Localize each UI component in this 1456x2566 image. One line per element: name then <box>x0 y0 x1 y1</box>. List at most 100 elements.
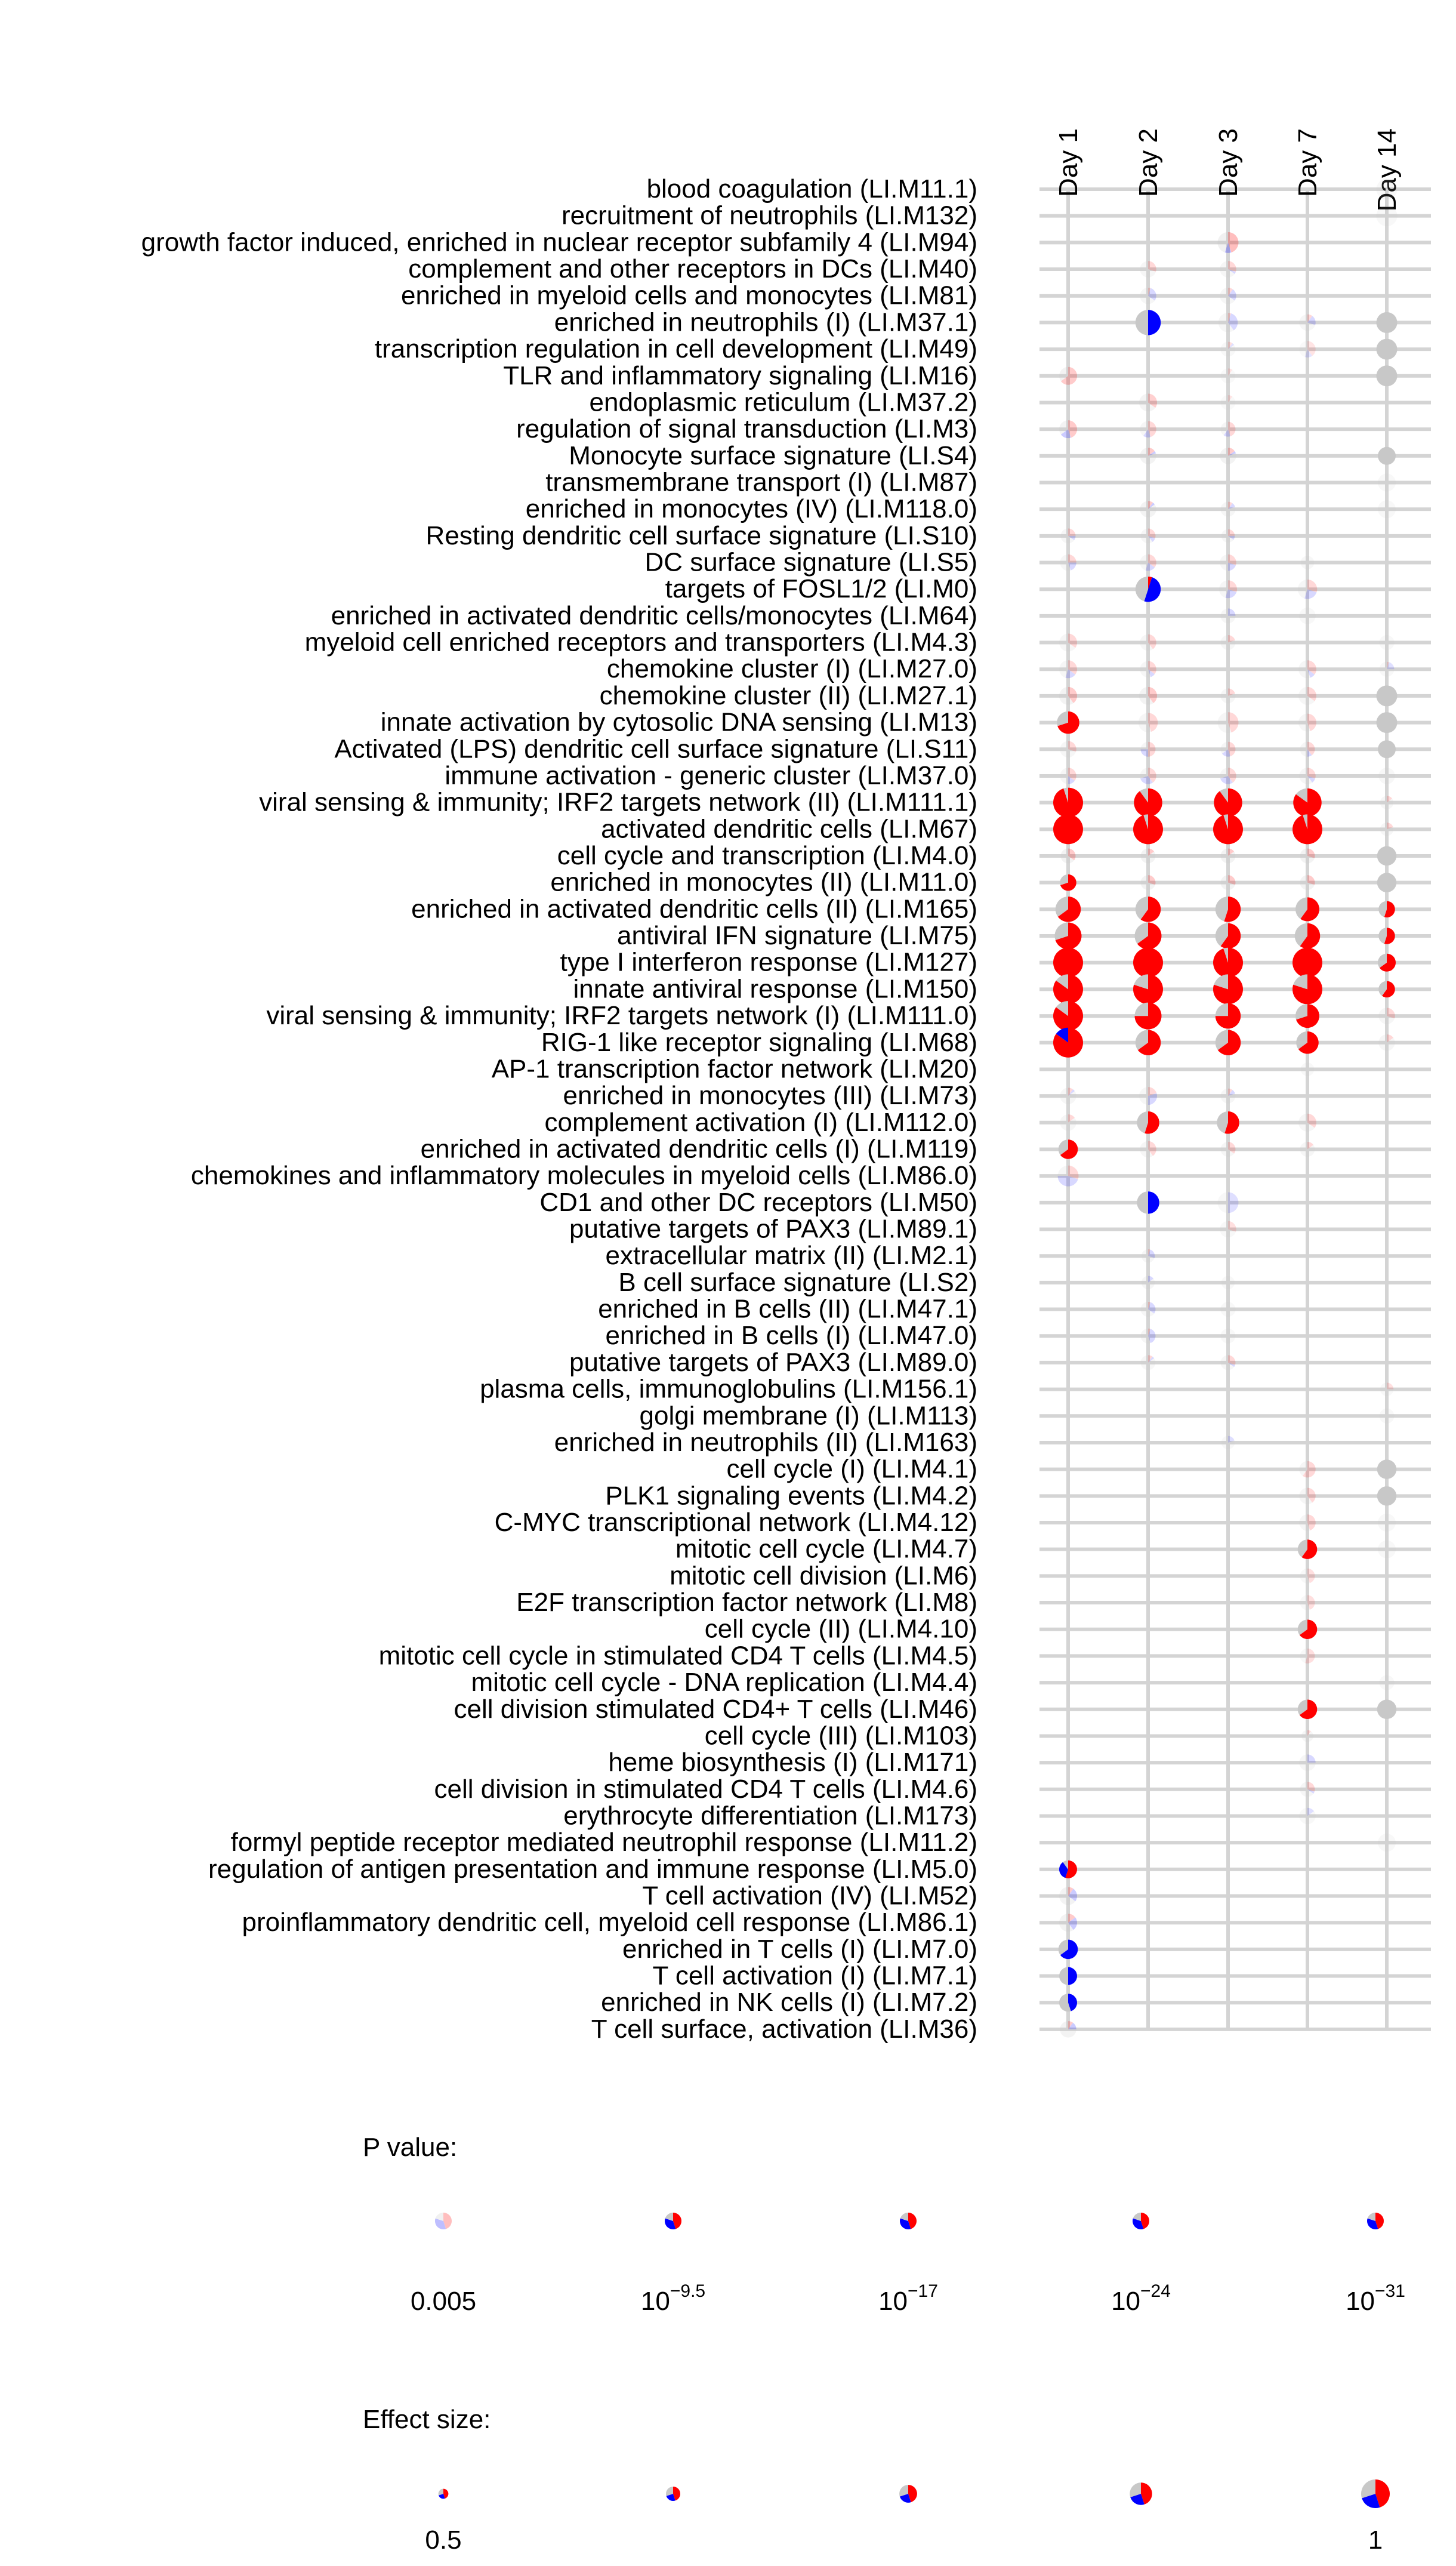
neutral-slice <box>1063 787 1068 803</box>
pie-marker <box>1294 923 1321 949</box>
down-slice <box>1367 2218 1378 2230</box>
pvalue-legend-label: 10−9.5 <box>641 2281 705 2316</box>
down-slice <box>1307 749 1312 757</box>
row-label: endoplasmic reticulum (LI.M37.2) <box>590 387 977 417</box>
row-label: complement activation (I) (LI.M112.0) <box>545 1108 977 1137</box>
up-slice <box>1228 580 1237 592</box>
pvalue-legend-marker <box>1367 2213 1384 2230</box>
pie-marker <box>1377 1699 1397 1720</box>
neutral-slice <box>1376 178 1398 200</box>
pie-marker <box>1378 1834 1396 1852</box>
up-slice <box>443 2213 452 2229</box>
pie-marker <box>1301 1730 1313 1742</box>
neutral-slice <box>1300 848 1315 864</box>
neutral-slice <box>1059 633 1076 652</box>
neutral-slice <box>665 2213 673 2221</box>
up-slice <box>1148 741 1156 757</box>
neutral-slice <box>1221 1436 1235 1450</box>
up-slice <box>1148 393 1157 408</box>
neutral-slice <box>1298 660 1310 679</box>
pie-marker <box>1377 846 1397 866</box>
row-label: Activated (LPS) dendritic cell surface s… <box>334 734 977 763</box>
up-slice <box>1134 788 1162 817</box>
neutral-slice <box>1059 1967 1068 1985</box>
down-slice <box>1068 535 1076 541</box>
down-slice <box>439 2494 445 2499</box>
pie-marker <box>1295 897 1320 922</box>
up-slice <box>1307 1487 1316 1503</box>
neutral-slice <box>1378 768 1395 784</box>
up-slice <box>1148 1141 1156 1156</box>
neutral-slice <box>1297 579 1307 599</box>
neutral-slice <box>1220 788 1228 803</box>
down-slice <box>1387 662 1395 670</box>
pie-marker <box>1300 875 1315 891</box>
pie-marker <box>1059 1914 1077 1932</box>
pie-marker <box>1292 974 1323 1005</box>
effect-legend-marker <box>1361 2479 1390 2508</box>
pie-marker <box>1135 576 1161 602</box>
pie-marker <box>1297 579 1318 599</box>
pie-marker <box>1378 1034 1395 1051</box>
up-slice <box>1228 341 1233 350</box>
down-slice <box>1068 1967 1077 1985</box>
neutral-slice <box>1220 741 1228 754</box>
neutral-slice <box>1380 1382 1394 1396</box>
pie-marker <box>1220 635 1236 651</box>
pie-marker <box>1220 368 1236 384</box>
up-slice <box>1217 1030 1241 1056</box>
neutral-slice <box>1139 686 1153 705</box>
neutral-slice <box>1298 686 1315 705</box>
row-label: cell cycle and transcription (LI.M4.0) <box>557 841 977 870</box>
up-slice <box>1228 712 1239 733</box>
up-slice <box>1148 421 1156 438</box>
column-label: Day 14 <box>1372 128 1402 211</box>
pvalue-legend-marker <box>900 2213 917 2230</box>
up-slice <box>1228 741 1236 757</box>
neutral-slice <box>1300 1568 1310 1584</box>
row-label: proinflammatory dendritic cell, myeloid … <box>242 1908 978 1937</box>
row-label: myeloid cell enriched receptors and tran… <box>305 628 977 657</box>
up-slice <box>1148 261 1156 272</box>
row-label: innate activation by cytosolic DNA sensi… <box>381 708 977 737</box>
neutral-slice <box>1220 635 1236 651</box>
effect-legend-marker <box>899 2485 917 2503</box>
row-label: complement and other receptors in DCs (L… <box>408 254 977 284</box>
up-slice <box>1228 848 1235 856</box>
row-label: enriched in monocytes (IV) (LI.M118.0) <box>526 494 977 523</box>
up-slice <box>1307 341 1316 356</box>
up-slice <box>1299 1699 1318 1720</box>
pie-marker <box>1137 1111 1159 1134</box>
neutral-slice <box>900 2213 908 2221</box>
pie-marker <box>1139 1087 1157 1105</box>
neutral-slice <box>1140 875 1155 891</box>
up-slice <box>1301 1539 1318 1559</box>
pie-markers <box>1053 178 1398 2038</box>
row-label: type I interferon response (LI.M127) <box>560 948 977 977</box>
up-slice <box>1068 633 1078 648</box>
up-slice <box>1068 686 1078 704</box>
neutral-slice <box>1059 420 1068 435</box>
pie-marker <box>1299 1461 1316 1478</box>
neutral-slice <box>1221 529 1234 543</box>
neutral-slice <box>1299 768 1313 784</box>
pie-marker <box>1140 528 1156 544</box>
effect-legend-marker <box>666 2487 680 2501</box>
row-label: immune activation - generic cluster (LI.… <box>445 761 977 790</box>
pvalue-legend-marker <box>1133 2213 1149 2230</box>
pie-marker <box>1140 501 1156 517</box>
pie-marker <box>1221 1276 1235 1290</box>
pie-marker <box>1135 310 1161 335</box>
down-slice <box>1060 429 1071 439</box>
row-label: T cell activation (I) (LI.M7.1) <box>653 1961 977 1991</box>
pie-marker <box>1378 981 1395 998</box>
row-label: mitotic cell division (LI.M6) <box>670 1561 977 1590</box>
pie-marker <box>1140 768 1156 784</box>
row-label: antiviral IFN signature (LI.M75) <box>617 921 977 950</box>
down-slice <box>1130 2494 1145 2505</box>
pie-marker <box>1300 1141 1315 1157</box>
up-slice <box>1292 814 1323 845</box>
pie-marker <box>1378 768 1395 784</box>
up-slice <box>1068 660 1078 675</box>
pie-marker <box>1053 787 1084 818</box>
